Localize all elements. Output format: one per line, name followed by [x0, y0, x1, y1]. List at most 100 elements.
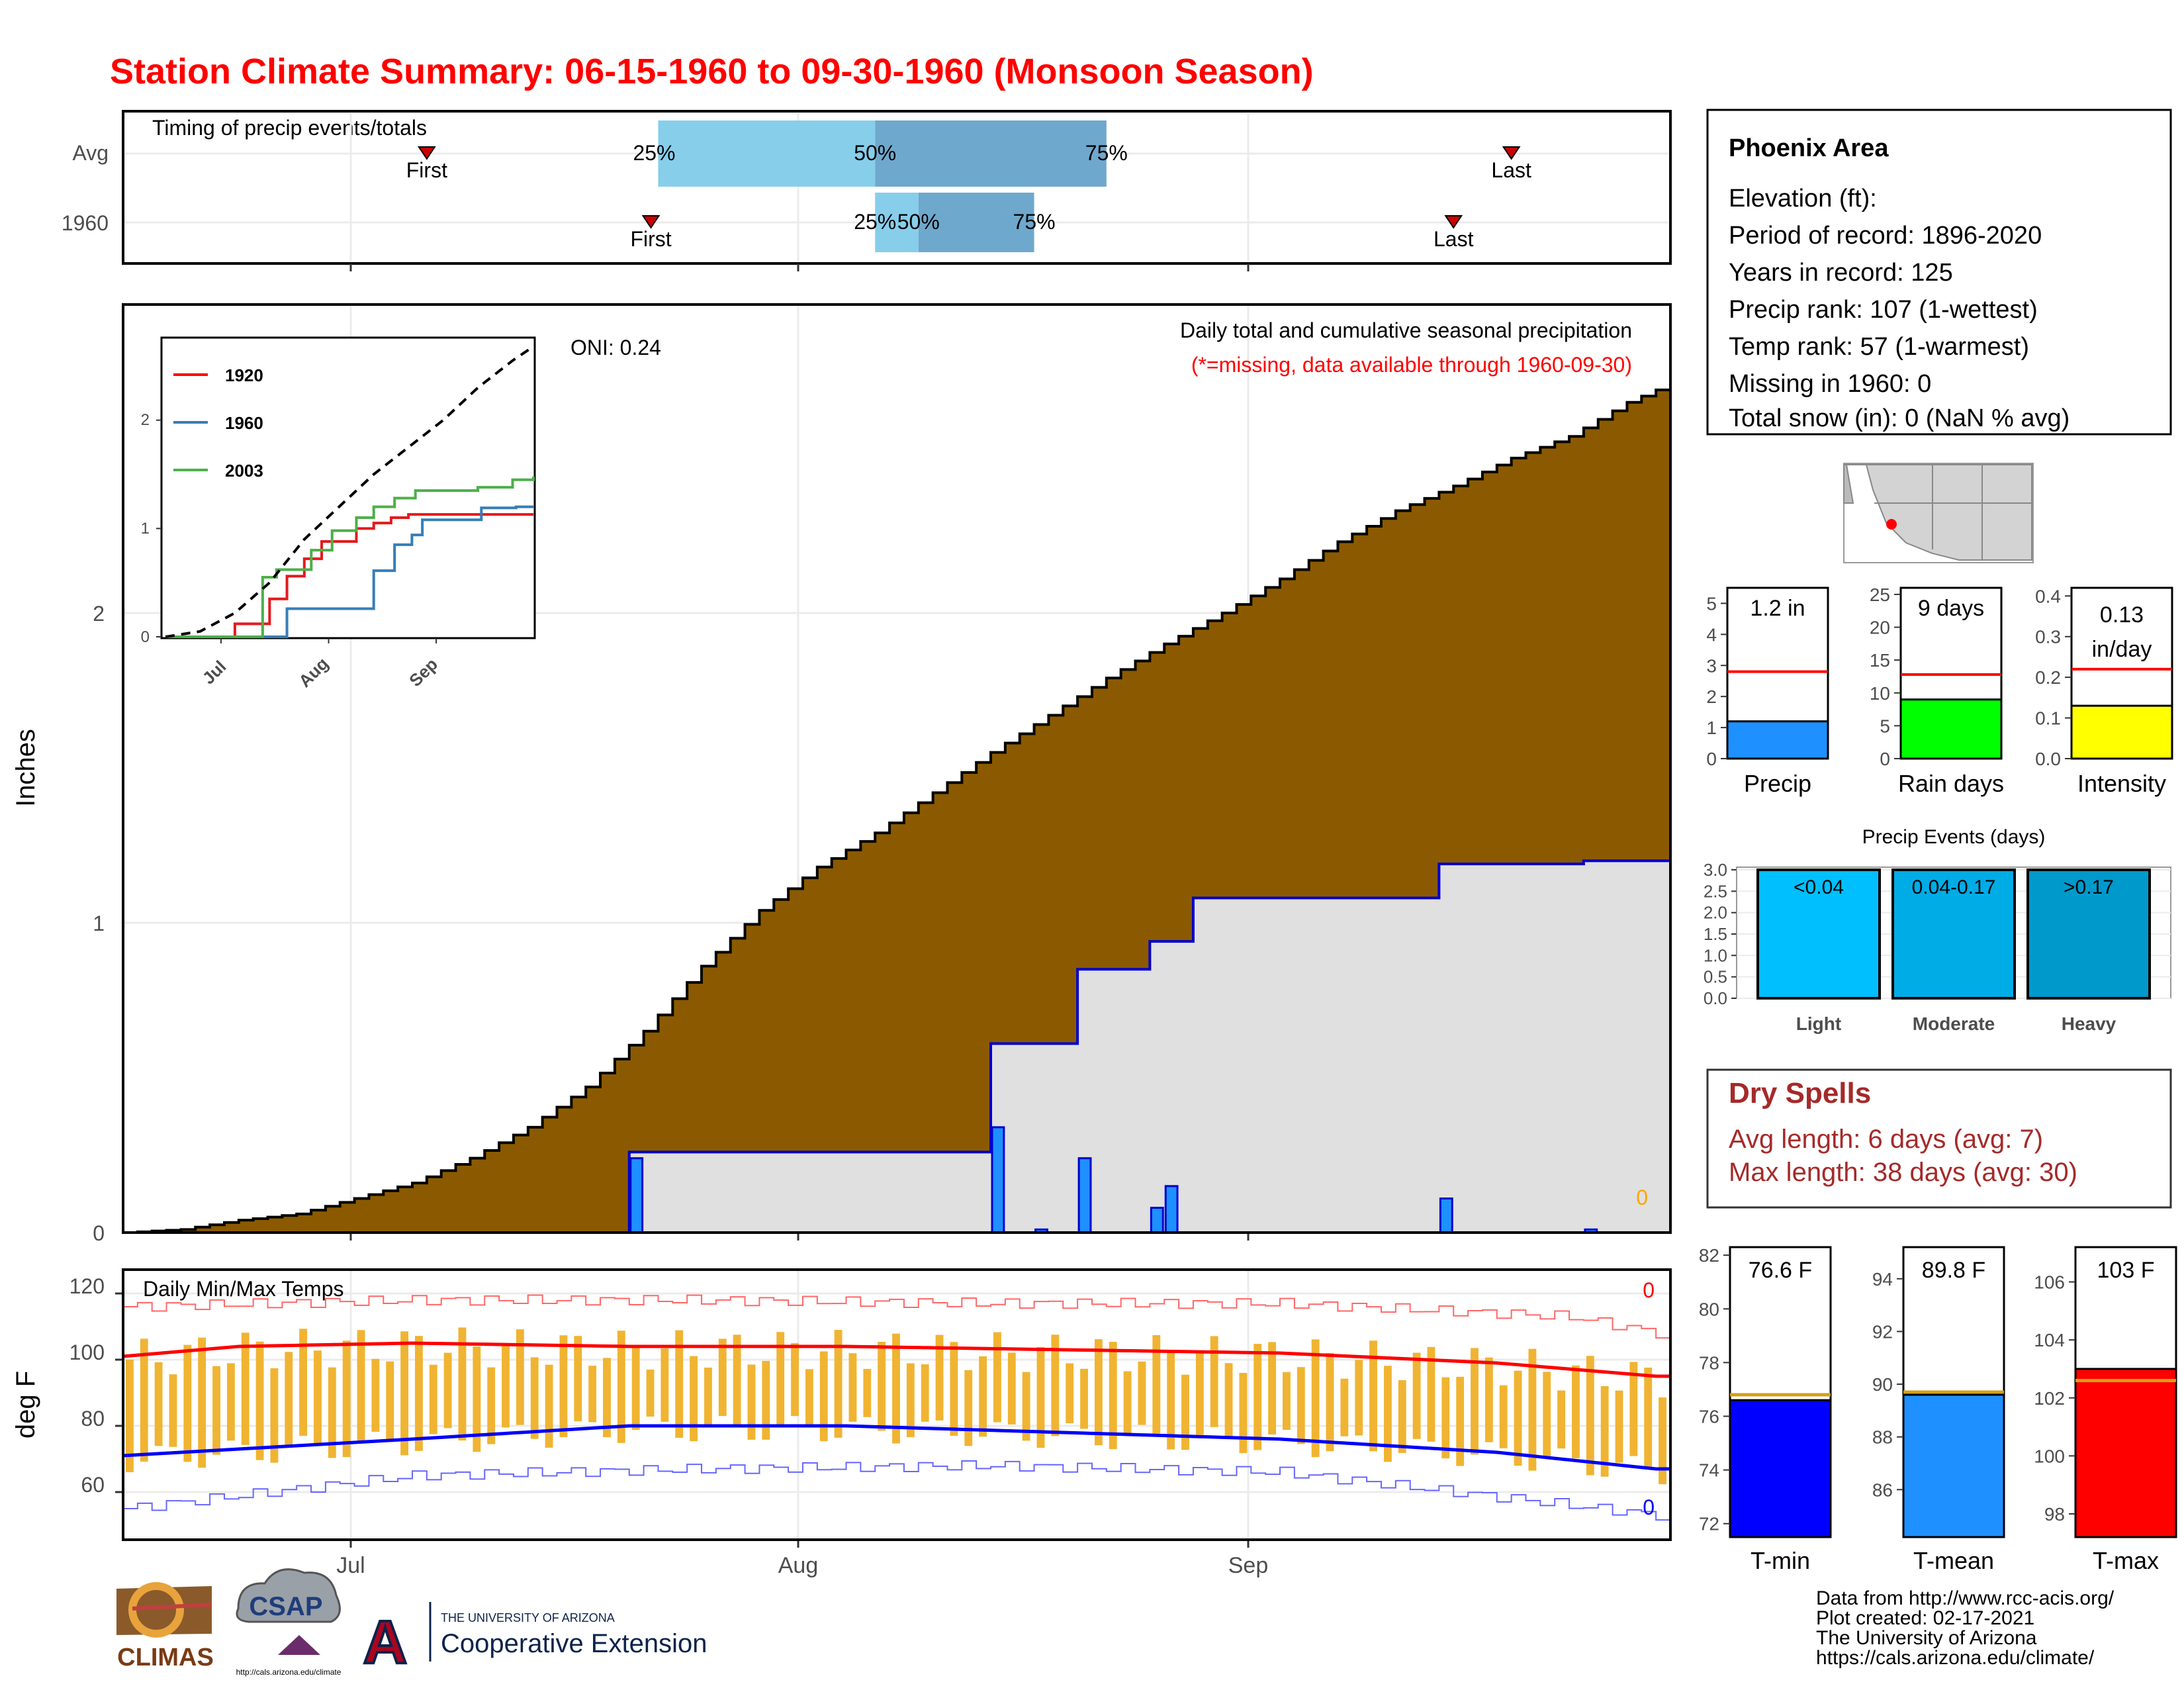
- daily-temp-range-bar: [458, 1327, 467, 1441]
- inset-legend-1920: 1920: [225, 365, 263, 385]
- daily-temp-range-bar: [1022, 1372, 1030, 1441]
- daily-temp-range-bar: [1514, 1370, 1522, 1466]
- timing-last-marker: [1444, 215, 1463, 229]
- timing-q50-label: 50%: [854, 141, 896, 165]
- precip-ytick-2: 2: [93, 602, 105, 626]
- inset-average-line: [165, 345, 535, 638]
- temp-panel-title: Daily Min/Max Temps: [143, 1277, 343, 1301]
- daily-temp-range-bar: [502, 1343, 510, 1428]
- temp-ytick-100: 100: [69, 1340, 105, 1364]
- station-location-marker: [1886, 519, 1897, 530]
- timing-first-label: First: [630, 227, 671, 251]
- timing-q50-q75-box: [918, 193, 1034, 252]
- temp-bar-tick-label: 72: [1699, 1514, 1719, 1534]
- daily-temp-range-bar: [473, 1346, 481, 1452]
- temp-ytick-60: 60: [81, 1473, 105, 1497]
- dry-spells-max: Max length: 38 days (avg: 30): [1729, 1158, 2077, 1187]
- daily-temp-range-bar: [1268, 1342, 1277, 1435]
- daily-temp-range-bar: [400, 1331, 409, 1456]
- summary-bar-2: [2070, 704, 2173, 760]
- missing-count: 0: [1636, 1186, 1648, 1209]
- ua-cooperative-extension-logo: A THE UNIVERSITY OF ARIZONA Cooperative …: [362, 1602, 707, 1677]
- daily-temp-range-bar: [1644, 1367, 1653, 1469]
- daily-temp-range-bar: [1152, 1335, 1161, 1434]
- daily-temp-range-bar: [1471, 1348, 1479, 1455]
- events-tick-label: 2.5: [1704, 881, 1727, 901]
- precip-events: Precip Events (days) 0.00.51.01.52.02.53…: [1704, 826, 2171, 1034]
- summary-tick-label: 0.3: [2035, 627, 2061, 647]
- temp-bar-label-tmax: T-max: [2093, 1547, 2159, 1574]
- climas-logo-text: CLIMAS: [117, 1644, 214, 1671]
- inset-line-2003: [165, 476, 535, 638]
- locator-map: [1843, 463, 2034, 563]
- daily-temp-range-bar: [1543, 1372, 1551, 1458]
- daily-temp-range-bar: [718, 1338, 727, 1417]
- summary-value-precip: 1.2 in: [1750, 596, 1805, 621]
- timing-row-label-year: 1960: [62, 211, 109, 235]
- summary-tick-label: 1: [1706, 718, 1717, 738]
- dry-spells-avg: Avg length: 6 days (avg: 7): [1729, 1125, 2043, 1154]
- xtick-sep: Sep: [1228, 1553, 1269, 1578]
- daily-temp-range-bar: [1167, 1352, 1175, 1450]
- daily-temp-range-bar: [1572, 1365, 1580, 1459]
- daily-precip-bar: [1164, 1185, 1179, 1234]
- timing-last-marker: [1502, 146, 1521, 160]
- xtick-aug: Aug: [778, 1553, 819, 1578]
- temp-panel: Daily Min/Max Temps deg F 60 80 100 120 …: [11, 1268, 1672, 1578]
- ua-logo-small-text: THE UNIVERSITY OF ARIZONA: [441, 1611, 615, 1624]
- temp-bar-tick-label: 76: [1699, 1407, 1719, 1427]
- temp-bar-tick-label: 80: [1699, 1299, 1719, 1319]
- summary-label-raindays: Rain days: [1898, 770, 2004, 797]
- temp-bar-1: [1902, 1393, 2005, 1538]
- daily-temp-range-bar: [357, 1330, 365, 1441]
- summary-value-intensity-unit: in/day: [2092, 637, 2152, 662]
- events-tick-label: 1.0: [1704, 945, 1727, 965]
- daily-temp-range-bar: [675, 1330, 684, 1438]
- temp-ytick-80: 80: [81, 1407, 105, 1430]
- temp-bar-2: [2074, 1368, 2177, 1538]
- daily-temp-range-bar: [1557, 1390, 1566, 1449]
- daily-temp-range-bar: [935, 1335, 944, 1421]
- daily-temp-range-bar: [733, 1335, 741, 1425]
- station-snow: Total snow (in): 0 (NaN % avg): [1729, 404, 2070, 432]
- daily-temp-range-bar: [1283, 1372, 1291, 1430]
- temp-bar-tick-label: 88: [1872, 1427, 1893, 1448]
- summary-label-intensity: Intensity: [2077, 770, 2166, 797]
- daily-temp-range-bar: [314, 1350, 322, 1444]
- precip-panel: Inches 0 1 2 ONI: 0.24 Daily total and c…: [11, 303, 1672, 1245]
- footer-credits: Data from http://www.rcc-acis.org/ Plot …: [1816, 1587, 2115, 1669]
- temp-bar-label-tmean: T-mean: [1913, 1547, 1994, 1574]
- temp-bar-tick-label: 100: [2034, 1446, 2065, 1466]
- daily-temp-range-bar: [921, 1364, 929, 1422]
- summary-tick-label: 10: [1870, 683, 1890, 704]
- summary-tick-label: 0.1: [2035, 708, 2061, 729]
- timing-q50-q75-box: [875, 120, 1107, 187]
- daily-temp-range-bar: [1369, 1340, 1377, 1452]
- timing-panel: Timing of precip events/totals Avg 1960 …: [62, 110, 1672, 271]
- timing-first-marker: [641, 215, 660, 229]
- daily-temp-range-bar: [1659, 1397, 1666, 1485]
- daily-temp-range-bar: [993, 1332, 1001, 1423]
- event-range-moderate: 0.04-0.17: [1912, 876, 1996, 898]
- event-range-light: <0.04: [1794, 876, 1844, 898]
- timing-q25-label: 25%: [633, 141, 675, 165]
- page-title: Station Climate Summary: 06-15-1960 to 0…: [110, 52, 1314, 91]
- daily-temp-range-bar: [241, 1333, 250, 1445]
- daily-temp-range-bar: [429, 1364, 437, 1434]
- summary-value-raindays: 9 days: [1918, 596, 1984, 621]
- inset-ytick-2: 2: [141, 411, 150, 429]
- daily-temp-range-bar: [126, 1360, 134, 1472]
- daily-temp-range-bar: [371, 1358, 380, 1432]
- daily-temp-range-bar: [1600, 1385, 1609, 1477]
- daily-temp-range-bar: [530, 1357, 539, 1439]
- event-label-light: Light: [1796, 1013, 1841, 1034]
- events-tick-label: 1.5: [1704, 924, 1727, 944]
- record-tmax-line: [123, 1294, 1670, 1339]
- precip-caption: Daily total and cumulative seasonal prec…: [1180, 318, 1632, 342]
- summary-tick-label: 0: [1706, 749, 1717, 769]
- daily-temp-range-bar: [386, 1361, 394, 1442]
- summary-value-intensity: 0.13: [2100, 602, 2144, 628]
- temp-bar-value-tmean: 89.8 F: [1922, 1258, 1985, 1283]
- tmin-missing-count: 0: [1643, 1495, 1655, 1519]
- summary-tick-label: 0.4: [2035, 586, 2061, 606]
